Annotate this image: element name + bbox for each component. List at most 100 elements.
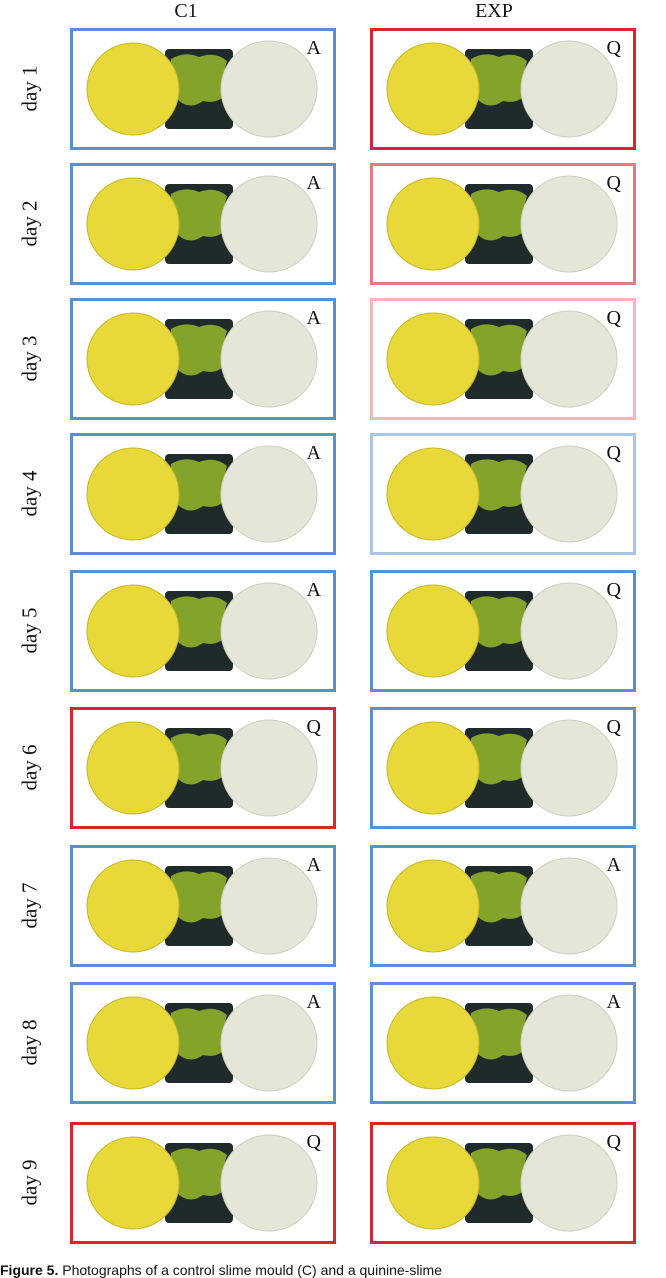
photo-panel-c1: A [70, 163, 336, 285]
oat-disc [386, 996, 480, 1090]
photo-panel-c1: A [70, 570, 336, 692]
state-letter: A [306, 854, 321, 876]
oat-disc [86, 1136, 180, 1230]
plasmodium [169, 324, 229, 376]
day-label-text: day 2 [17, 199, 42, 247]
plasmodium [169, 54, 229, 106]
agar-disc [220, 445, 318, 543]
oat-disc [86, 42, 180, 136]
photo-panel-c1: A [70, 28, 336, 150]
caption-text: Photographs of a control slime mould (C)… [62, 1262, 442, 1278]
day-label-text: day 6 [17, 743, 42, 791]
day-label: day 8 [0, 982, 60, 1102]
state-letter: A [606, 991, 621, 1013]
agar-disc [520, 857, 618, 955]
state-letter: Q [306, 1131, 321, 1153]
day-label-text: day 1 [17, 64, 42, 112]
state-letter: A [306, 307, 321, 329]
state-letter: Q [606, 307, 621, 329]
plasmodium [169, 733, 229, 785]
plasmodium [469, 324, 529, 376]
state-letter: A [306, 172, 321, 194]
state-letter: A [606, 854, 621, 876]
day-label: day 6 [0, 707, 60, 827]
plasmodium [169, 596, 229, 648]
plasmodium [469, 1008, 529, 1060]
state-letter: Q [606, 716, 621, 738]
day-label: day 4 [0, 433, 60, 553]
oat-disc [86, 859, 180, 953]
agar-disc [220, 582, 318, 680]
oat-disc [386, 1136, 480, 1230]
slime-mould-photo [86, 582, 318, 680]
day-label: day 2 [0, 163, 60, 283]
state-letter: Q [606, 37, 621, 59]
day-label-text: day 5 [17, 606, 42, 654]
caption-label: Figure 5. [0, 1262, 59, 1278]
plasmodium [169, 189, 229, 241]
plasmodium [469, 596, 529, 648]
slime-mould-photo [386, 445, 618, 543]
photo-panel-exp: Q [370, 433, 636, 555]
agar-disc [520, 175, 618, 273]
photo-panel-exp: A [370, 982, 636, 1104]
agar-disc [520, 310, 618, 408]
photo-panel-exp: A [370, 845, 636, 967]
agar-disc [520, 1134, 618, 1232]
agar-disc [220, 175, 318, 273]
plasmodium [169, 1008, 229, 1060]
slime-mould-photo [386, 994, 618, 1092]
day-label-text: day 7 [17, 881, 42, 929]
photo-panel-c1: A [70, 298, 336, 420]
oat-disc [386, 177, 480, 271]
agar-disc [520, 719, 618, 817]
oat-disc [386, 42, 480, 136]
oat-disc [386, 584, 480, 678]
plasmodium [469, 54, 529, 106]
plasmodium [169, 1148, 229, 1200]
column-header-c1: C1 [174, 0, 198, 22]
oat-disc [86, 996, 180, 1090]
plasmodium [469, 733, 529, 785]
day-label-text: day 8 [17, 1018, 42, 1066]
slime-mould-photo [86, 40, 318, 138]
photo-panel-exp: Q [370, 1122, 636, 1244]
day-label: day 7 [0, 845, 60, 965]
agar-disc [220, 40, 318, 138]
day-label: day 9 [0, 1122, 60, 1242]
state-letter: A [306, 37, 321, 59]
state-letter: Q [606, 442, 621, 464]
photo-panel-exp: Q [370, 298, 636, 420]
state-letter: A [306, 579, 321, 601]
day-label-text: day 3 [17, 334, 42, 382]
state-letter: Q [606, 1131, 621, 1153]
oat-disc [86, 721, 180, 815]
state-letter: A [306, 991, 321, 1013]
slime-mould-photo [86, 175, 318, 273]
state-letter: A [306, 442, 321, 464]
oat-disc [86, 584, 180, 678]
oat-disc [86, 177, 180, 271]
photo-panel-exp: Q [370, 570, 636, 692]
agar-disc [220, 310, 318, 408]
figure-caption: Figure 5. Photographs of a control slime… [0, 1262, 666, 1278]
agar-disc [520, 994, 618, 1092]
slime-mould-photo [86, 1134, 318, 1232]
agar-disc [220, 719, 318, 817]
slime-mould-photo [386, 1134, 618, 1232]
agar-disc [220, 994, 318, 1092]
slime-mould-photo [86, 445, 318, 543]
agar-disc [520, 445, 618, 543]
photo-panel-exp: Q [370, 707, 636, 829]
slime-mould-photo [86, 857, 318, 955]
oat-disc [386, 859, 480, 953]
day-label-text: day 4 [17, 469, 42, 517]
day-label: day 1 [0, 28, 60, 148]
photo-panel-c1: A [70, 845, 336, 967]
slime-mould-photo [386, 582, 618, 680]
plasmodium [169, 459, 229, 511]
plasmodium [469, 1148, 529, 1200]
oat-disc [386, 312, 480, 406]
plasmodium [169, 871, 229, 923]
plasmodium [469, 189, 529, 241]
